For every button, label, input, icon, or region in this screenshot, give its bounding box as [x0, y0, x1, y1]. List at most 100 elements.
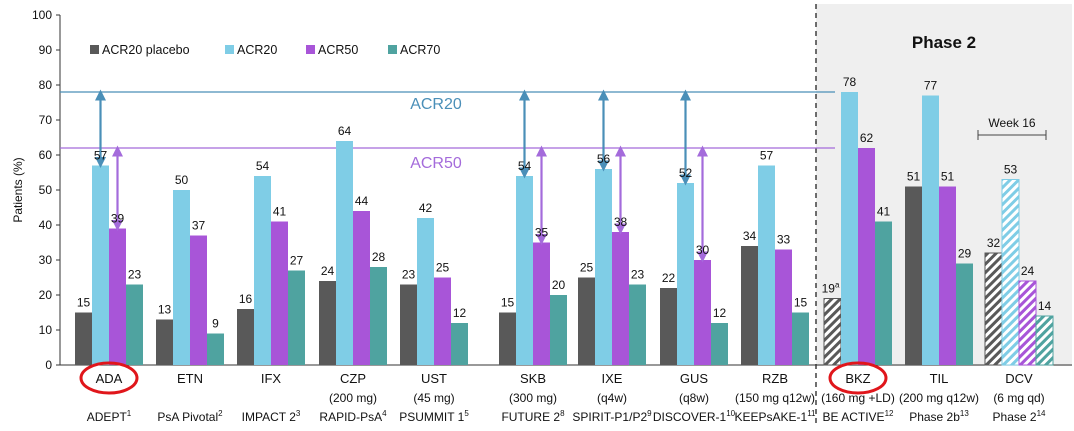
group-trial-rzb: KEEPsAKE-111	[734, 409, 816, 424]
group-name-ixe: IXE	[602, 371, 623, 386]
data-label-skb-acr70: 20	[552, 278, 566, 292]
bar-skb-placebo	[499, 312, 516, 365]
data-label-ixe-acr20: 56	[597, 152, 611, 166]
group-dose-dcv: (6 mg qd)	[993, 391, 1044, 405]
reference-lines: ACR20 ACR50	[60, 91, 835, 172]
bar-czp-acr20	[336, 141, 353, 365]
data-label-ada-placebo: 15	[77, 296, 91, 310]
bar-ifx-acr70	[288, 270, 305, 365]
bar-ust-placebo	[400, 284, 417, 365]
data-label-ifx-placebo: 16	[239, 292, 253, 306]
bar-czp-placebo	[319, 281, 336, 365]
data-label-bkz-acr70: 41	[877, 205, 891, 219]
legend-swatch-acr50	[306, 45, 315, 54]
bar-ifx-placebo	[237, 309, 254, 365]
y-tick-label: 30	[39, 253, 53, 267]
data-label-skb-placebo: 15	[501, 296, 515, 310]
bar-etn-acr50	[190, 235, 207, 365]
data-label-dcv-placebo: 32	[987, 236, 1001, 250]
legend-swatch-acr70	[388, 45, 397, 54]
data-label-ixe-acr50: 38	[614, 215, 628, 229]
group-dose-czp: (200 mg)	[329, 391, 377, 405]
highlight-circle-bkz	[828, 361, 888, 395]
data-label-til-acr20: 77	[924, 79, 938, 93]
y-tick-label: 90	[39, 43, 53, 57]
y-tick-label: 0	[45, 358, 52, 372]
data-label-rzb-placebo: 34	[743, 229, 757, 243]
bar-dcv-acr50	[1018, 280, 1037, 366]
data-label-rzb-acr20: 57	[760, 149, 774, 163]
data-label-ust-acr20: 42	[419, 201, 433, 215]
group-name-ust: UST	[421, 371, 447, 386]
data-label-ada-acr70: 23	[128, 268, 142, 282]
data-label-gus-acr20: 52	[679, 166, 693, 180]
group-name-czp: CZP	[340, 371, 366, 386]
group-trial-skb: FUTURE 28	[501, 409, 565, 424]
data-label-ixe-placebo: 25	[580, 261, 594, 275]
reference-line-label-acr20: ACR20	[410, 96, 462, 113]
group-dose-rzb: (150 mg q12w)	[735, 391, 815, 405]
data-label-czp-placebo: 24	[321, 264, 335, 278]
data-label-etn-placebo: 13	[158, 303, 172, 317]
bar-gus-acr20	[677, 183, 694, 365]
data-label-skb-acr50: 35	[535, 226, 549, 240]
group-name-til: TIL	[930, 371, 949, 386]
legend: ACR20 placebo ACR20 ACR50 ACR70	[90, 43, 440, 57]
y-tick-label: 60	[39, 148, 53, 162]
bar-rzb-acr50	[775, 249, 792, 365]
group-dose-bkz: (160 mg +LD)	[821, 391, 895, 405]
legend-label-acr70: ACR70	[400, 43, 440, 57]
bar-skb-acr20	[516, 176, 533, 365]
group-trial-gus: DISCOVER-110	[653, 409, 736, 424]
bar-gus-acr50	[694, 260, 711, 365]
bar-gus-acr70	[711, 323, 728, 365]
group-trial-bkz: BE ACTIVE12	[823, 409, 894, 424]
data-label-til-acr70: 29	[958, 247, 972, 261]
y-tick-label: 70	[39, 113, 53, 127]
data-label-ust-placebo: 23	[402, 268, 416, 282]
week16-label: Week 16	[988, 116, 1035, 130]
bar-dcv-acr70	[1035, 315, 1054, 366]
y-tick-label: 100	[32, 8, 52, 22]
bar-rzb-acr20	[758, 165, 775, 365]
y-tick-label: 80	[39, 78, 53, 92]
group-trial-etn: PsA Pivotal2	[157, 409, 223, 424]
highlight-circle-ada	[79, 361, 139, 395]
data-label-rzb-acr70: 15	[794, 296, 808, 310]
group-trial-ada: ADEPT1	[87, 409, 132, 424]
y-axis-label: Patients (%)	[11, 157, 25, 222]
data-label-gus-acr50: 30	[696, 243, 710, 257]
y-tick-label: 40	[39, 218, 53, 232]
data-label-ifx-acr70: 27	[290, 254, 304, 268]
bar-ust-acr20	[417, 218, 434, 365]
bar-ada-acr20	[92, 165, 109, 365]
data-label-etn-acr50: 37	[192, 219, 206, 233]
y-tick-label: 10	[39, 323, 53, 337]
data-label-bkz-acr20: 78	[843, 75, 857, 89]
bar-gus-placebo	[660, 288, 677, 365]
bar-ada-acr70	[126, 284, 143, 365]
group-trial-ifx: IMPACT 23	[242, 409, 301, 424]
legend-swatch-acr20	[225, 45, 234, 54]
group-name-gus: GUS	[680, 371, 709, 386]
bar-etn-placebo	[156, 319, 173, 365]
bar-ada-acr50	[109, 228, 126, 365]
y-tick-label: 20	[39, 288, 53, 302]
week16-bracket: Week 16	[977, 116, 1047, 140]
legend-swatch-placebo	[90, 45, 99, 54]
data-label-etn-acr20: 50	[175, 173, 189, 187]
value-labels: 15 57 39 23 13 50 37 9 16 54 41 27 24 64 44 28 23 42 25 12 1…	[77, 75, 1052, 331]
data-label-ifx-acr20: 54	[256, 159, 270, 173]
group-dose-ixe: (q4w)	[597, 391, 627, 405]
data-label-til-acr50: 51	[941, 170, 955, 184]
bar-ada-placebo	[75, 312, 92, 365]
group-trial-czp: RAPID-PsA4	[319, 409, 387, 424]
data-label-skb-acr20: 54	[518, 159, 532, 173]
data-label-ada-acr50: 39	[111, 212, 125, 226]
bar-rzb-acr70	[792, 312, 809, 365]
bar-czp-acr50	[353, 211, 370, 365]
data-label-dcv-acr50: 24	[1021, 264, 1035, 278]
data-label-czp-acr50: 44	[355, 194, 369, 208]
group-dose-til: (200 mg q12w)	[899, 391, 979, 405]
x-axis-labels: ADA ADEPT1 ETN PsA Pivotal2 IFX IMPACT 23 CZP (…	[79, 361, 1046, 424]
